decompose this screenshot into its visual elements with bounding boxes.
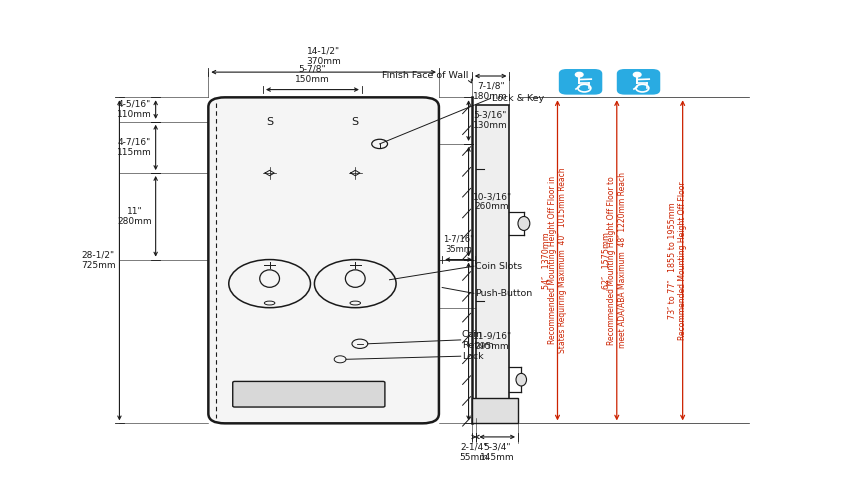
Text: 73″ to 77″   1855 to 1955mm: 73″ to 77″ 1855 to 1955mm: [667, 202, 677, 319]
Circle shape: [575, 73, 583, 77]
Text: Recommended Mounting Height Off Floor to
meet ADA/ABA Maximum  48″ 1220mm Reach: Recommended Mounting Height Off Floor to…: [607, 172, 626, 348]
Bar: [472, 398, 518, 423]
Text: 28-1/2"
725mm: 28-1/2" 725mm: [81, 250, 116, 270]
Text: Coin Slots: Coin Slots: [475, 262, 522, 271]
Bar: [477, 105, 509, 417]
FancyBboxPatch shape: [208, 97, 439, 423]
Ellipse shape: [516, 373, 526, 386]
Text: 4-5/16"
110mm: 4-5/16" 110mm: [117, 100, 151, 119]
Text: S: S: [352, 117, 359, 127]
Text: 54″   1370mm: 54″ 1370mm: [542, 232, 552, 289]
Text: 7-1/8"
180mm: 7-1/8" 180mm: [473, 82, 508, 101]
Text: Coin
Return: Coin Return: [462, 330, 494, 350]
Text: 14-1/2"
370mm: 14-1/2" 370mm: [306, 47, 341, 67]
Text: 4-7/16"
115mm: 4-7/16" 115mm: [117, 138, 151, 157]
Text: 11"
280mm: 11" 280mm: [117, 207, 151, 226]
Text: Lock & Key: Lock & Key: [491, 94, 544, 103]
Text: 5-3/4"
145mm: 5-3/4" 145mm: [480, 443, 514, 462]
FancyBboxPatch shape: [617, 69, 660, 95]
Text: 5-3/16"
130mm: 5-3/16" 130mm: [473, 111, 507, 131]
Text: 11-9/16"
295mm: 11-9/16" 295mm: [473, 332, 512, 351]
Text: Recommended Mounting Height Off Floor in
States Requiring Maximum  40″  1015mm R: Recommended Mounting Height Off Floor in…: [547, 167, 567, 353]
Text: Lock: Lock: [462, 352, 484, 361]
Circle shape: [633, 73, 641, 77]
Text: Finish Face of Wall: Finish Face of Wall: [382, 71, 468, 80]
Text: 1-7/16"
35mm: 1-7/16" 35mm: [443, 234, 474, 254]
Text: Recommended Mounting Height Off Floor: Recommended Mounting Height Off Floor: [678, 181, 687, 340]
Text: Push-Button: Push-Button: [475, 289, 532, 298]
Text: S: S: [266, 117, 273, 127]
FancyBboxPatch shape: [558, 69, 603, 95]
Text: 2-1/4"
55mm: 2-1/4" 55mm: [460, 443, 489, 462]
Text: 10-3/16"
260mm: 10-3/16" 260mm: [473, 192, 512, 212]
Text: 62″   1575mm: 62″ 1575mm: [602, 232, 611, 289]
Ellipse shape: [518, 217, 530, 230]
FancyBboxPatch shape: [233, 382, 385, 407]
Text: 5-7/8"
150mm: 5-7/8" 150mm: [295, 65, 330, 84]
